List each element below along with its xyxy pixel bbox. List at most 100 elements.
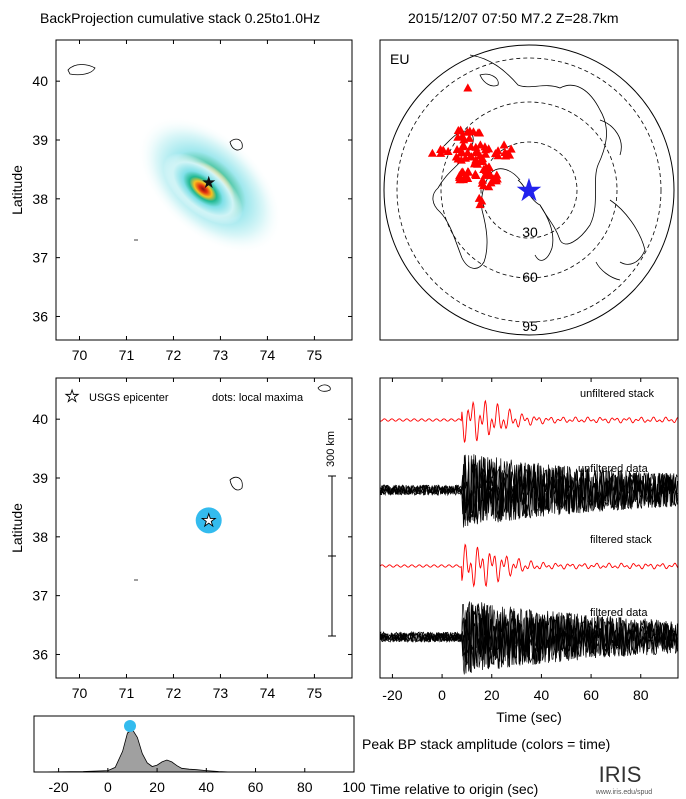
seismogram-x-ticks: -20 0 20 40 60 80 <box>382 378 649 703</box>
trace-label-unfiltered-data: unfiltered data <box>578 463 649 475</box>
station-triangle <box>475 140 485 149</box>
coastline-outline <box>67 64 243 241</box>
x-tick-label: 71 <box>119 685 135 701</box>
local-maxima-dots <box>195 507 222 534</box>
x-tick-label: 70 <box>72 685 88 701</box>
station-triangle <box>463 173 473 183</box>
x-tick-label: 40 <box>534 687 550 703</box>
iris-logo: IRIS www.iris.edu/spud <box>595 762 653 796</box>
seismogram-frame <box>379 377 679 679</box>
continent-outlines <box>432 54 646 281</box>
x-tick-label: 73 <box>213 347 229 363</box>
amplitude-area <box>34 729 354 772</box>
left-title: BackProjection cumulative stack 0.25to1.… <box>40 10 321 26</box>
coastline-outline-2 <box>134 384 331 581</box>
station-triangle <box>443 146 453 156</box>
x-tick-label: 75 <box>307 685 323 701</box>
ring-label-60: 60 <box>522 269 538 285</box>
y-tick-label: 36 <box>32 308 48 324</box>
x-tick-label: 74 <box>260 685 276 701</box>
x-tick-label: 80 <box>297 779 313 795</box>
globe-outline <box>383 44 675 336</box>
trace-label-filtered-stack: filtered stack <box>590 534 652 546</box>
seismogram-panel: unfiltered stack unfiltered data filtere… <box>379 377 679 725</box>
x-tick-label: 80 <box>633 687 649 703</box>
maxima-map-frame <box>55 377 353 679</box>
ring-30deg <box>480 141 578 239</box>
station-triangle <box>502 149 512 158</box>
station-triangle <box>468 127 478 136</box>
station-triangle <box>475 200 485 209</box>
maxima-map-ylabel: Latitude <box>9 503 25 553</box>
ring-60deg <box>440 101 618 279</box>
iris-logo-url: www.iris.edu/spud <box>595 789 653 796</box>
x-tick-label: 74 <box>260 347 276 363</box>
station-triangle <box>462 127 472 136</box>
station-triangle <box>481 169 491 178</box>
station-triangle <box>486 171 496 180</box>
y-tick-label: 40 <box>32 411 48 427</box>
x-tick-label: 72 <box>166 685 182 701</box>
y-tick-label: 36 <box>32 646 48 662</box>
bp-map-plot-area: ★ <box>67 64 283 254</box>
station-triangle <box>427 148 437 157</box>
iris-logo-text: IRIS <box>599 762 642 787</box>
bp-energy-core <box>163 153 243 225</box>
station-triangle <box>484 144 494 153</box>
y-tick-label: 38 <box>32 191 48 207</box>
x-tick-label: 75 <box>307 347 323 363</box>
usgs-epicenter-marker: ★ <box>201 511 216 530</box>
data-trace-line <box>380 455 678 524</box>
station-triangle <box>490 149 500 158</box>
x-tick-label: 60 <box>248 779 264 795</box>
y-tick-label: 37 <box>32 588 48 604</box>
data-trace-line <box>380 454 678 527</box>
station-triangle <box>466 142 476 151</box>
x-tick-label: 0 <box>438 687 446 703</box>
station-triangle <box>457 142 467 151</box>
stack-trace-line <box>380 543 678 588</box>
station-triangle <box>474 193 484 202</box>
amplitude-xlabel: Time relative to origin (sec) <box>370 781 538 797</box>
station-triangle <box>478 175 488 184</box>
array-label: EU <box>390 51 409 67</box>
x-tick-label: 100 <box>342 779 366 795</box>
bp-map-frame <box>55 39 353 341</box>
station-triangle <box>506 144 516 153</box>
amplitude-panel: -20 0 20 40 60 80 100 Peak BP stack amplitude … <box>33 715 610 797</box>
amplitude-peak-marker <box>124 720 136 732</box>
maxima-map-x-ticks: 70 71 72 73 74 75 <box>72 378 323 701</box>
seismogram-xlabel: Time (sec) <box>496 709 562 725</box>
data-trace-line <box>380 604 678 671</box>
x-tick-label: 0 <box>104 779 112 795</box>
station-triangle <box>472 147 482 157</box>
bp-map-y-ticks: 36 37 38 39 40 <box>32 73 352 324</box>
trace-label-unfiltered-stack: unfiltered stack <box>580 388 654 400</box>
station-triangle <box>492 170 502 179</box>
amplitude-frame <box>33 715 355 773</box>
legend-star-icon: ★ <box>65 389 79 406</box>
maxima-map-y-ticks: 36 37 38 39 40 <box>32 411 352 662</box>
x-tick-label: 70 <box>72 347 88 363</box>
y-tick-label: 40 <box>32 73 48 89</box>
station-map-panel: ★ EU 30 60 95 <box>379 39 679 341</box>
ring-95deg <box>396 57 662 323</box>
station-triangle <box>460 153 470 162</box>
x-tick-label: 72 <box>166 347 182 363</box>
station-triangle <box>499 140 509 149</box>
station-triangle <box>479 181 489 190</box>
station-triangle <box>457 168 467 177</box>
data-trace-line <box>380 602 678 675</box>
local-maximum-dot <box>195 507 222 534</box>
maxima-map-panel: ★ ★ USGS epicenter dots: local maxima 30… <box>9 377 353 701</box>
station-triangle <box>471 170 481 180</box>
scale-bar <box>328 475 336 637</box>
station-triangle <box>471 155 481 164</box>
legend-epicenter-label: USGS epicenter <box>89 392 169 404</box>
trace-label-filtered-data: filtered data <box>590 607 648 619</box>
station-map-frame <box>379 39 679 341</box>
right-title: 2015/12/07 07:50 M7.2 Z=28.7km <box>408 10 619 26</box>
x-tick-label: 60 <box>583 687 599 703</box>
bp-map-ylabel: Latitude <box>9 165 25 215</box>
